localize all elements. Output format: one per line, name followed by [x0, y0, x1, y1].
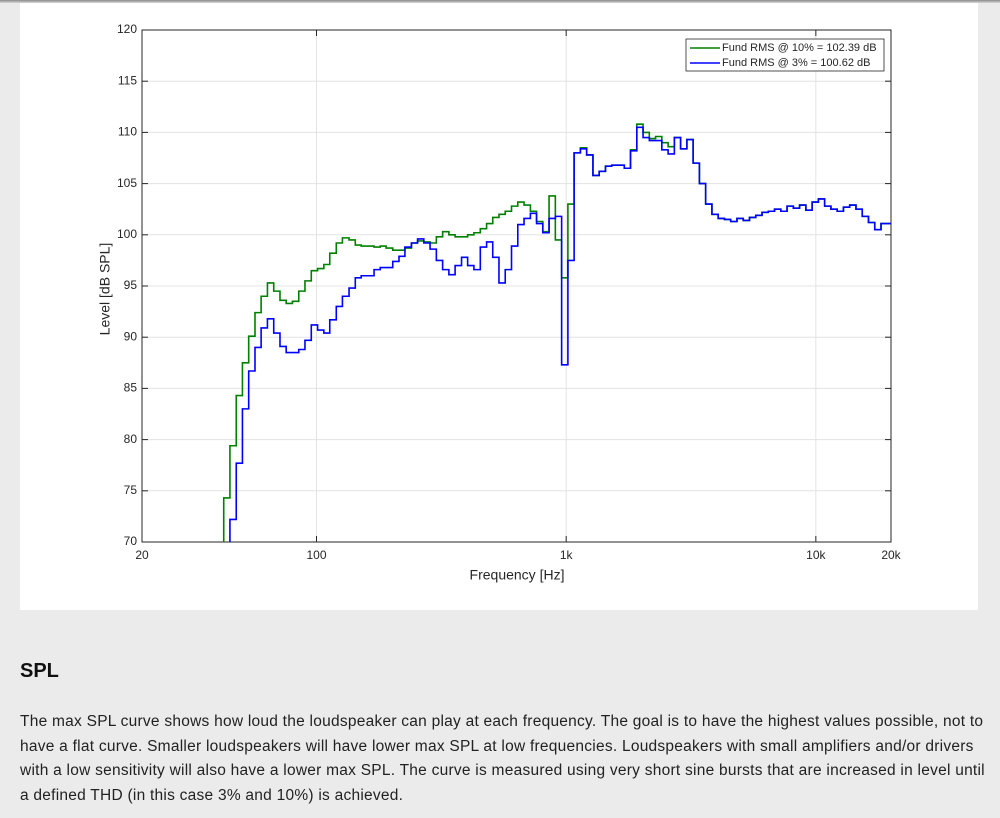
x-tick-label: 100 [306, 548, 326, 562]
y-tick-label: 100 [117, 227, 137, 241]
paragraph: The max SPL curve shows how loud the lou… [20, 713, 985, 804]
legend-label: Fund RMS @ 3% = 100.62 dB [722, 57, 870, 69]
top-bar [0, 0, 1000, 3]
y-tick-label: 90 [124, 329, 138, 343]
chart: Frequency [Hz] Level [dB SPL] 70 75 80 85 90… [97, 22, 902, 583]
y-tick-label: 80 [124, 432, 138, 446]
x-axis-label: Frequency [Hz] [470, 567, 565, 583]
y-tick-label: 85 [124, 381, 138, 395]
y-tick-label: 110 [118, 125, 137, 139]
x-tick-label: 10k [806, 548, 826, 562]
y-tick-label: 70 [124, 534, 138, 548]
y-axis-label: Level [dB SPL] [97, 243, 113, 336]
y-tick-label: 75 [124, 483, 138, 497]
y-tick-label: 115 [118, 73, 137, 87]
x-tick-label: 1k [560, 548, 574, 562]
y-tick-label: 105 [117, 176, 137, 190]
chart-card: Frequency [Hz] Level [dB SPL] 70 75 80 85 90… [20, 3, 978, 610]
legend-label: Fund RMS @ 10% = 102.39 dB [722, 42, 877, 54]
series-line [229, 126, 891, 542]
x-tick-label: 20 [135, 548, 149, 562]
x-tick-label: 20k [881, 548, 901, 562]
plot-frame [141, 29, 892, 543]
y-tick-label: 120 [117, 22, 137, 36]
y-tick-label: 95 [124, 278, 138, 292]
legend-box [685, 38, 885, 72]
section-heading: SPL [20, 660, 59, 682]
